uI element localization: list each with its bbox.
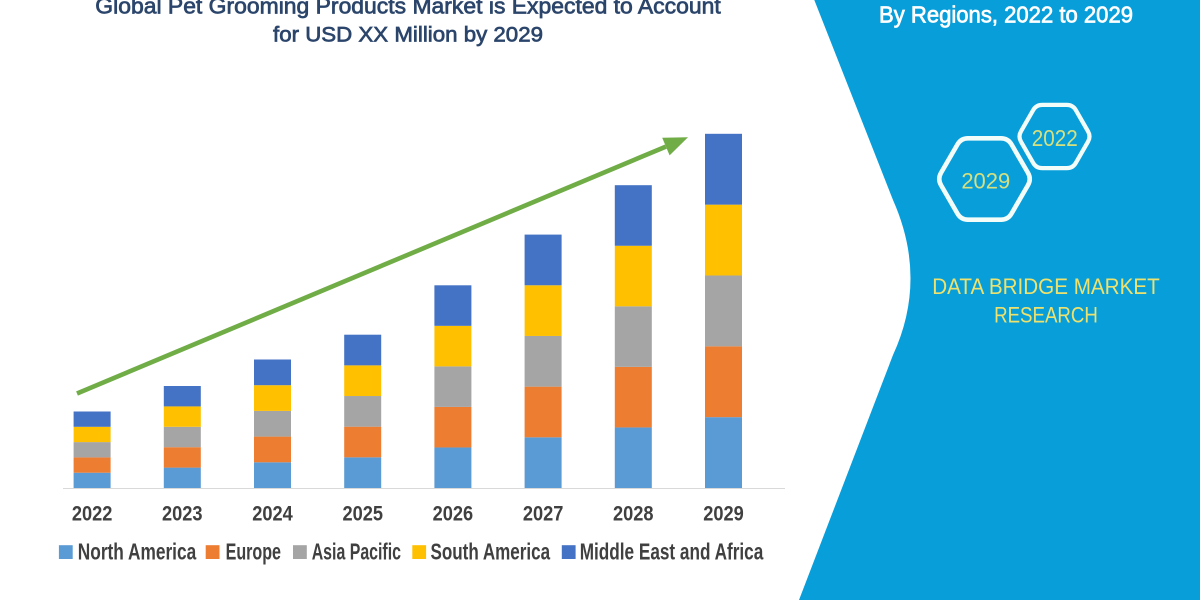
svg-text:Middle East and Africa: Middle East and Africa	[580, 538, 764, 564]
svg-text:2022: 2022	[72, 503, 113, 526]
svg-text:2026: 2026	[433, 503, 474, 526]
svg-text:Asia Pacific: Asia Pacific	[312, 538, 401, 564]
svg-text:By Regions, 2022 to 2029: By Regions, 2022 to 2029	[879, 2, 1133, 28]
svg-text:2027: 2027	[523, 503, 564, 526]
svg-text:2023: 2023	[162, 503, 203, 526]
svg-text:DATA BRIDGE MARKET: DATA BRIDGE MARKET	[932, 274, 1160, 299]
svg-text:North America: North America	[78, 538, 197, 564]
svg-text:2029: 2029	[703, 503, 744, 526]
svg-text:Europe: Europe	[226, 538, 281, 564]
svg-text:2024: 2024	[252, 503, 293, 526]
svg-text:South America: South America	[431, 538, 551, 564]
svg-text:for USD XX Million by 2029: for USD XX Million by 2029	[273, 23, 543, 47]
svg-text:2022: 2022	[1032, 125, 1078, 151]
svg-text:Global Pet Grooming Products M: Global Pet Grooming Products Market is E…	[95, 0, 720, 19]
svg-text:RESEARCH: RESEARCH	[994, 303, 1098, 328]
svg-text:2028: 2028	[613, 503, 654, 526]
svg-text:2025: 2025	[342, 503, 383, 526]
svg-text:2029: 2029	[961, 168, 1010, 193]
